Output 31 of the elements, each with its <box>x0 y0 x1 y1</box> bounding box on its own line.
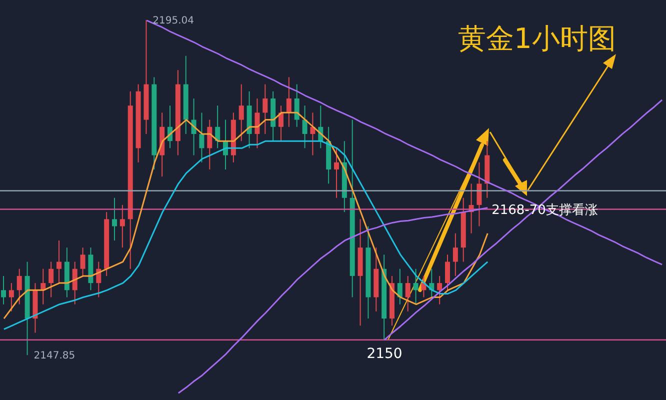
candlestick <box>207 119 212 170</box>
annotation: 2147.85 <box>34 350 76 362</box>
candlestick <box>262 84 268 134</box>
candlestick <box>397 268 402 305</box>
candlestick <box>215 105 220 149</box>
candlestick <box>112 197 117 241</box>
candlestick <box>72 261 78 305</box>
candlestick <box>413 268 418 305</box>
candlestick <box>286 76 292 128</box>
chart-title: 黄金1小时图 <box>458 21 616 57</box>
candlestick <box>334 148 339 198</box>
candlestick <box>278 105 284 142</box>
candlestick <box>199 112 204 163</box>
candlestick <box>48 261 54 298</box>
candlestick <box>437 275 442 305</box>
candlestick <box>294 84 300 128</box>
ref-line-label: 2150 <box>366 346 402 362</box>
candlestick <box>452 232 458 276</box>
candlestick <box>1 275 6 305</box>
candlestick <box>238 84 244 142</box>
candlestick <box>476 162 482 227</box>
candlestick <box>8 282 14 312</box>
candlestick <box>16 268 22 305</box>
candlestick <box>80 247 86 276</box>
candlestick <box>405 275 410 312</box>
candlestick <box>302 105 308 149</box>
candlestick <box>120 204 125 248</box>
candlestick <box>445 254 450 291</box>
candlestick <box>254 98 260 149</box>
candlestick <box>56 240 62 284</box>
annotation: 2195.04 <box>152 16 194 27</box>
